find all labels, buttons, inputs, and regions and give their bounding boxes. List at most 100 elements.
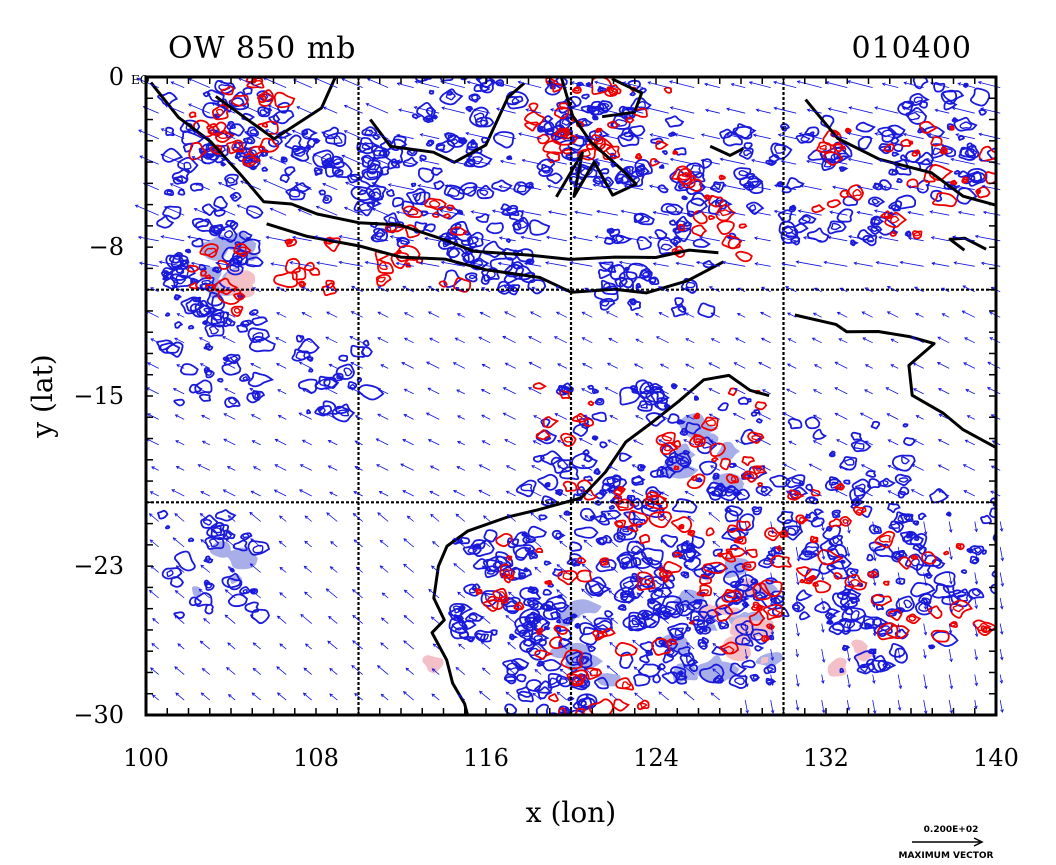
ow-negative-contour (543, 115, 554, 123)
wind-vector (174, 615, 185, 624)
ow-negative-contour (647, 599, 662, 611)
wind-vector (839, 287, 848, 293)
ow-negative-contour (225, 319, 233, 326)
wind-vector (505, 615, 516, 624)
wind-vector (634, 692, 644, 701)
wind-vector (865, 364, 873, 369)
ow-positive-contour (628, 510, 649, 526)
wind-vector-head (924, 685, 928, 690)
ow-fill-patch (827, 657, 847, 677)
wind-vector-head (683, 464, 687, 468)
wind-vector (795, 700, 799, 711)
wind-vector-head (938, 413, 943, 418)
wind-vector-head (785, 286, 789, 290)
ow-negative-contour (891, 454, 916, 472)
ow-negative-contour (634, 212, 655, 226)
ow-positive-contour (188, 111, 197, 119)
ow-positive-contour (220, 85, 235, 96)
ow-negative-contour (688, 663, 699, 672)
ow-positive-contour (882, 580, 890, 586)
wind-vector-head (732, 413, 737, 417)
ow-negative-contour (694, 396, 700, 400)
ow-positive-contour (799, 578, 805, 584)
wind-vector-head (329, 693, 333, 697)
ow-negative-contour (464, 272, 478, 283)
wind-vector-head (275, 337, 279, 341)
ow-positive-contour (405, 262, 412, 268)
ow-fill-patch (760, 656, 769, 664)
wind-vector-head (974, 557, 979, 561)
wind-vector-head (699, 235, 703, 240)
wind-vector (303, 692, 312, 701)
ow-negative-contour (448, 617, 468, 634)
wind-vector-head (276, 615, 281, 620)
wind-vector (199, 286, 210, 293)
ow-positive-contour (727, 237, 741, 250)
ow-negative-contour (620, 556, 631, 565)
wind-vector-head (291, 235, 296, 240)
ow-negative-contour (525, 679, 542, 692)
wind-vector (481, 389, 491, 395)
wind-vector-head (813, 287, 818, 291)
wind-vector-head (728, 210, 732, 215)
ow-negative-contour (533, 635, 543, 642)
ow-negative-contour (668, 219, 677, 226)
wind-vector-head (549, 108, 554, 112)
wind-vector (686, 540, 695, 548)
wind-vector (795, 521, 799, 533)
wind-vector (734, 362, 746, 369)
ow-negative-contour (203, 342, 214, 351)
wind-vector-head (770, 682, 774, 686)
ow-positive-contour (906, 178, 919, 189)
ow-negative-contour (446, 90, 454, 96)
ow-negative-contour (272, 109, 295, 125)
wind-vector (761, 286, 771, 293)
wind-vector-head (885, 387, 890, 391)
wind-vector-head (249, 614, 254, 618)
ow-negative-contour (735, 620, 754, 636)
ow-positive-contour (502, 568, 511, 576)
wind-vector (770, 700, 774, 714)
ow-positive-contour (677, 223, 686, 232)
ow-negative-contour (338, 354, 349, 362)
ow-negative-contour (945, 511, 952, 517)
ow-positive-contour (677, 167, 693, 181)
ow-negative-contour (581, 93, 590, 100)
ow-negative-contour (740, 428, 763, 445)
wind-vector (846, 597, 850, 606)
ow-negative-contour (673, 239, 679, 244)
ow-negative-contour (832, 536, 842, 545)
ow-negative-contour (628, 175, 641, 185)
wind-vector (404, 388, 414, 395)
ow-negative-contour (431, 166, 443, 176)
ow-negative-contour (349, 384, 356, 389)
wind-vector (429, 337, 440, 344)
ow-negative-contour (706, 609, 723, 619)
wind-vector (420, 262, 440, 267)
ow-negative-contour (627, 79, 642, 91)
wind-vector-head (478, 489, 483, 494)
coastline-segment (794, 313, 996, 449)
wind-vector-head (795, 706, 800, 711)
ow-negative-contour (537, 473, 559, 491)
wind-vector (530, 512, 542, 522)
wind-vector (795, 597, 799, 612)
wind-vector-head (478, 464, 483, 468)
wind-vector (607, 439, 618, 446)
ow-positive-contour (613, 493, 623, 500)
ow-negative-contour (366, 168, 379, 179)
wind-vector-head (351, 589, 356, 593)
wind-vector (237, 204, 261, 216)
ow-negative-contour (247, 371, 275, 388)
ow-negative-contour (599, 87, 604, 92)
wind-vector (556, 564, 568, 573)
ow-negative-contour (620, 590, 636, 598)
ow-positive-contour (952, 604, 964, 613)
ow-negative-contour (704, 568, 714, 576)
ow-negative-contour (867, 225, 883, 235)
wind-vector (846, 546, 850, 557)
wind-vector (609, 539, 618, 548)
wind-vector-head (371, 182, 376, 186)
wind-vector (575, 134, 593, 140)
ow-negative-contour (246, 126, 259, 137)
